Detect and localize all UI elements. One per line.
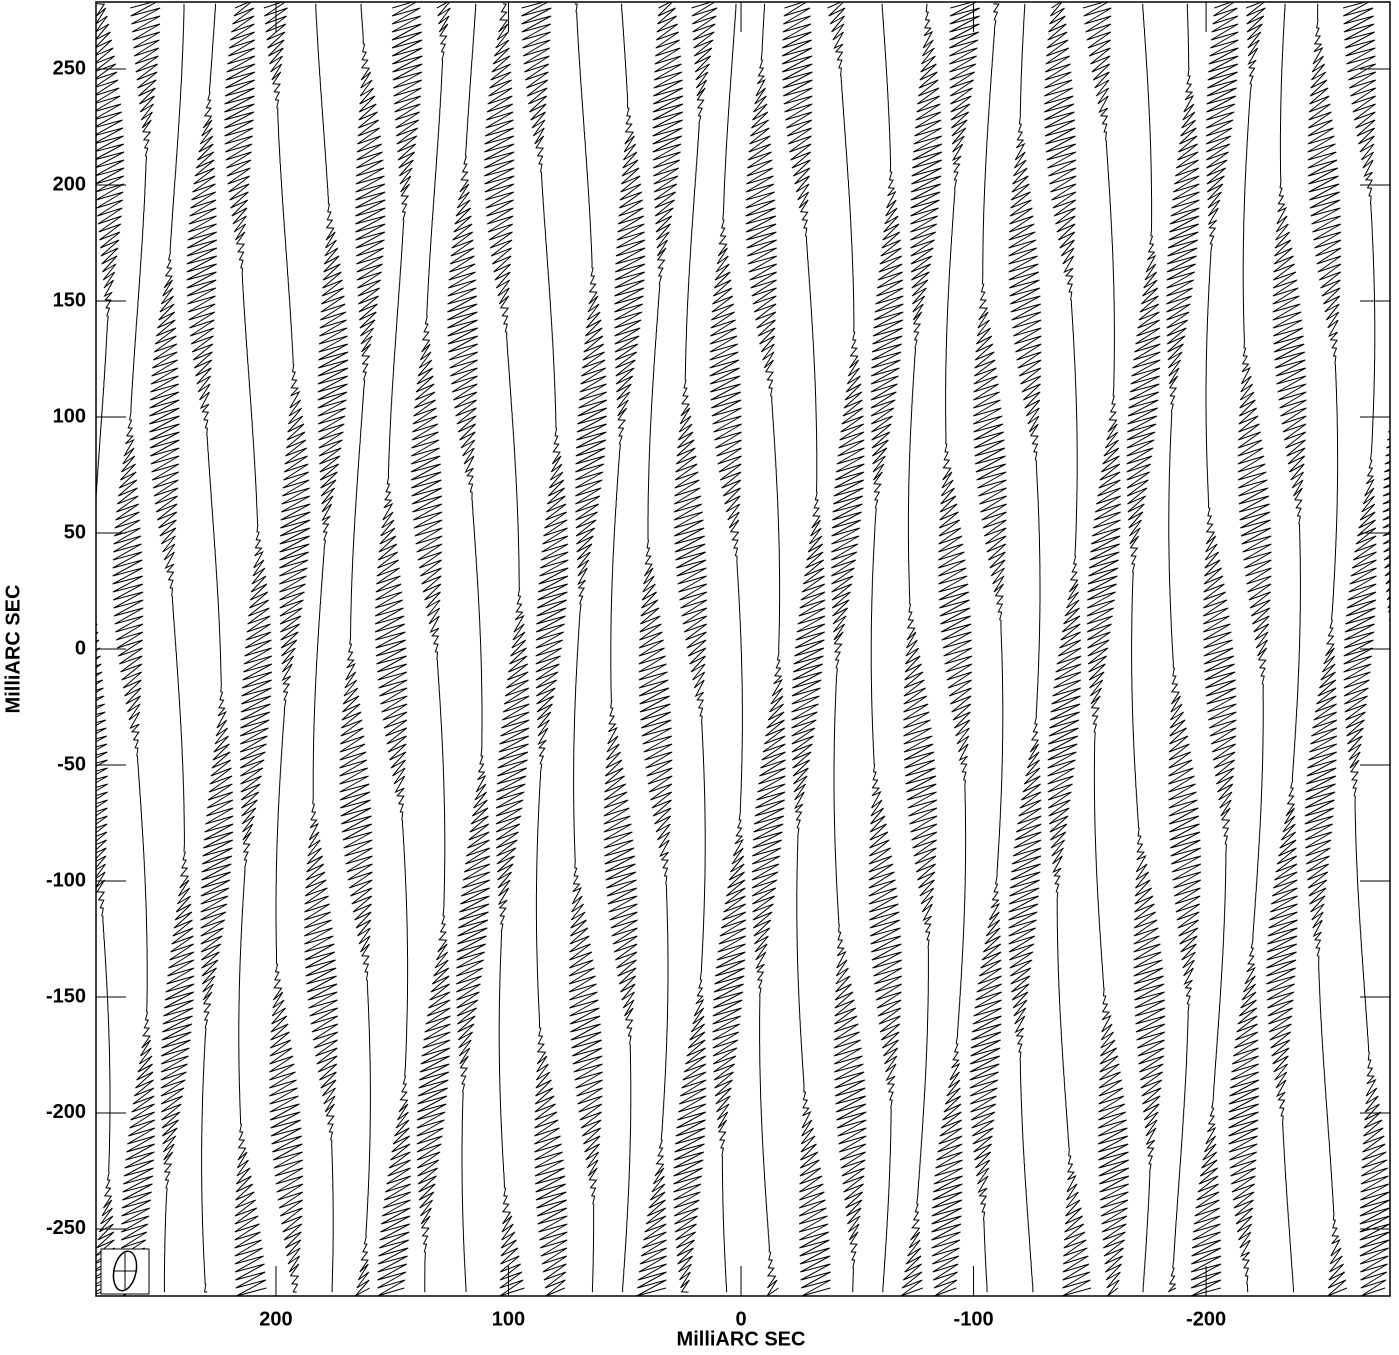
contour-line — [603, 3, 646, 1293]
y-tick-label: 250 — [53, 57, 86, 79]
contour-line — [568, 3, 608, 1293]
x-tick-label: -200 — [1186, 1308, 1226, 1330]
y-tick-label: -250 — [46, 1217, 86, 1239]
contour-line — [745, 3, 786, 1296]
contour-line — [781, 2, 831, 1296]
contour-line — [1228, 2, 1272, 1293]
y-tick-label: -100 — [46, 869, 86, 891]
contour-line — [931, 2, 981, 1296]
contour-line — [1166, 3, 1202, 1293]
contour-line — [521, 2, 569, 1296]
contour-line — [149, 3, 195, 1293]
y-axis-label: MilliARC SEC — [2, 585, 24, 714]
contour-line — [224, 2, 273, 1296]
contour-line — [263, 2, 311, 1293]
beam-box — [100, 1248, 150, 1295]
y-tick-label: 100 — [53, 405, 86, 427]
contour-line — [186, 3, 234, 1293]
contour-line — [1266, 3, 1307, 1293]
contour-line — [304, 3, 349, 1293]
x-tick-label: 0 — [735, 1308, 746, 1330]
x-axis-label: MilliARC SEC — [677, 1328, 806, 1350]
y-tick-label: 0 — [75, 637, 86, 659]
x-tick-label: 100 — [492, 1308, 525, 1330]
contour-line — [900, 3, 943, 1296]
contour-line — [868, 3, 904, 1293]
contour-line — [673, 2, 718, 1293]
y-tick-label: -150 — [46, 985, 86, 1007]
y-tick-label: -50 — [57, 753, 86, 775]
contour-line — [447, 3, 491, 1293]
plot-frame — [95, 1, 1391, 1297]
y-tick-label: -200 — [46, 1101, 86, 1123]
contour-line — [1304, 3, 1348, 1296]
contour-line — [1082, 2, 1130, 1296]
contour-line — [1126, 3, 1166, 1293]
contour-line — [1043, 2, 1092, 1296]
contour-line — [1342, 2, 1390, 1296]
contour-line — [112, 2, 161, 1296]
contour-texture — [96, 2, 1390, 1296]
contour-line — [827, 2, 867, 1293]
y-tick-label: 50 — [64, 521, 86, 543]
contour-line — [1190, 2, 1239, 1296]
contour-line — [969, 3, 1007, 1293]
contour-line — [96, 3, 125, 1295]
contour-line — [483, 3, 530, 1296]
contour-line — [374, 2, 423, 1296]
contour-line — [636, 2, 684, 1296]
contour-line — [709, 3, 747, 1293]
y-tick-label: 150 — [53, 289, 86, 311]
x-tick-label: -100 — [954, 1308, 994, 1330]
contour-line — [410, 2, 451, 1293]
y-tick-label: 200 — [53, 173, 86, 195]
contour-line — [1008, 3, 1042, 1293]
contour-line — [1382, 422, 1390, 629]
contour-line — [339, 3, 386, 1296]
x-tick-label: 200 — [259, 1308, 292, 1330]
